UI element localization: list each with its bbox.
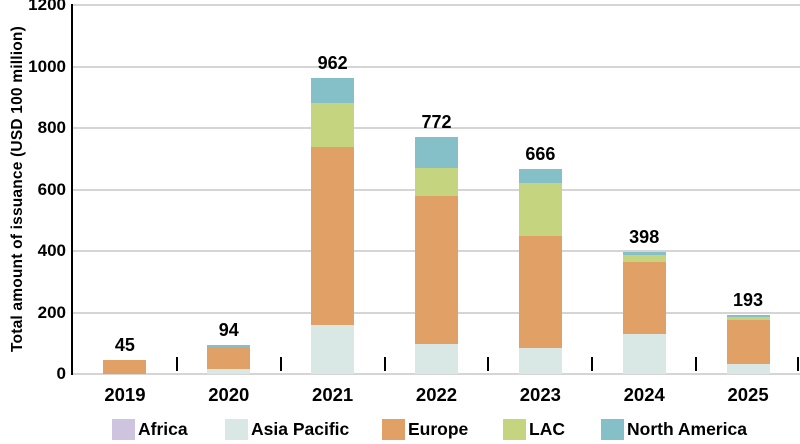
bar-segment-lac-2025 [726, 317, 770, 321]
y-tick-label-1000: 1000 [28, 56, 66, 76]
bar-segment-asia-pacific-2023 [518, 347, 562, 374]
bar-segment-asia-pacific-2025 [726, 363, 770, 374]
bar-segment-asia-pacific-2022 [415, 343, 458, 374]
legend-item-asia-pacific: Asia Pacific [225, 419, 349, 440]
total-label-2023: 666 [525, 144, 556, 165]
total-label-2024: 398 [629, 226, 660, 247]
legend-label-europe: Europe [408, 419, 469, 439]
bar-segment-north-america-2023 [518, 169, 562, 184]
bar-segment-europe-2022 [415, 195, 458, 344]
total-label-2021: 962 [317, 53, 348, 74]
y-tick-label-600: 600 [37, 179, 66, 199]
x-tick-label-2025: 2025 [727, 384, 769, 405]
x-tick-label-2023: 2023 [519, 384, 561, 405]
y-tick-label-400: 400 [37, 241, 66, 260]
category-tick-5 [591, 357, 594, 371]
gridline-1000 [73, 65, 800, 68]
legend-swatch-africa [112, 419, 135, 440]
legend-label-north-america: North America [627, 419, 747, 439]
bar-segment-lac-2024 [622, 254, 666, 262]
x-tick-label-2024: 2024 [623, 384, 665, 405]
legend: Africa Asia Pacific Europe LAC North America [0, 419, 800, 444]
total-label-2019: 45 [114, 335, 135, 356]
total-label-2022: 772 [421, 111, 452, 132]
bar-segment-europe-2019 [103, 360, 147, 374]
legend-label-asia-pacific: Asia Pacific [251, 419, 350, 439]
bar-segment-lac-2021 [311, 103, 355, 148]
total-label-2020: 94 [218, 320, 239, 341]
legend-swatch-europe [382, 419, 405, 440]
y-axis-line [71, 4, 73, 375]
bar-segment-north-america-2022 [415, 136, 458, 168]
bar-segment-europe-2024 [622, 261, 666, 335]
category-tick-2 [279, 357, 282, 371]
y-tick-label-0: 0 [56, 364, 66, 383]
gridline-1200 [73, 4, 800, 6]
legend-swatch-lac [503, 419, 526, 440]
bar-segment-europe-2021 [311, 147, 355, 326]
bar-segment-asia-pacific-2020 [207, 369, 251, 374]
bar-segment-north-america-2024 [622, 251, 666, 255]
bar-segment-europe-2025 [726, 320, 770, 364]
legend-label-africa: Africa [138, 419, 188, 439]
legend-swatch-north-america [601, 419, 624, 440]
bar-segment-asia-pacific-2021 [311, 325, 355, 374]
y-tick-label-200: 200 [37, 302, 66, 322]
category-tick-7 [797, 357, 799, 371]
category-tick-1 [175, 357, 178, 371]
x-tick-label-2019: 2019 [104, 384, 146, 405]
legend-item-lac: LAC [503, 419, 565, 440]
bar-segment-lac-2022 [415, 167, 458, 196]
x-tick-label-2020: 2020 [208, 384, 250, 405]
bar-segment-europe-2023 [518, 235, 562, 348]
bar-segment-north-america-2025 [726, 314, 770, 318]
bar-segment-europe-2020 [207, 347, 251, 370]
x-tick-label-2022: 2022 [415, 384, 458, 405]
gridline-800 [73, 127, 800, 129]
y-tick-label-1200: 1200 [28, 0, 66, 14]
bar-segment-north-america-2020 [207, 345, 251, 348]
total-label-2025: 193 [733, 289, 764, 310]
category-tick-6 [695, 357, 698, 371]
bar-segment-north-america-2021 [311, 78, 355, 104]
y-tick-label-800: 800 [37, 118, 66, 137]
bar-segment-asia-pacific-2024 [622, 334, 666, 374]
legend-item-africa: Africa [112, 419, 188, 440]
legend-swatch-asia-pacific [225, 419, 248, 440]
category-tick-3 [383, 357, 386, 371]
legend-item-north-america: North America [601, 419, 747, 440]
x-tick-label-2021: 2021 [312, 384, 354, 405]
gridline-0 [73, 373, 800, 375]
legend-label-lac: LAC [529, 419, 565, 439]
category-tick-4 [487, 357, 490, 371]
legend-item-europe: Europe [382, 419, 468, 440]
bar-segment-lac-2023 [518, 183, 562, 236]
